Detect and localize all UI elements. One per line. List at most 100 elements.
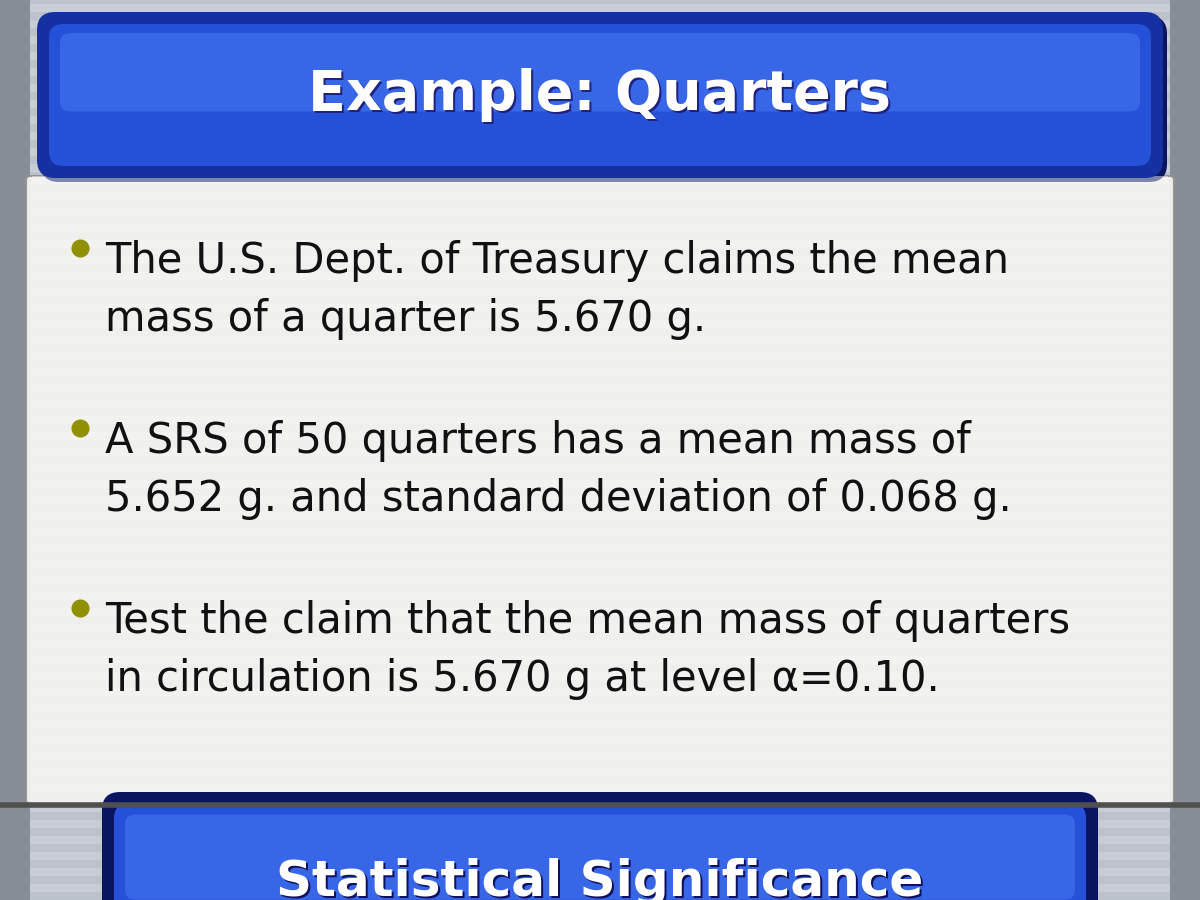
Bar xyxy=(0,188,1200,196)
Bar xyxy=(32,456,1168,464)
Text: Statistical Significance: Statistical Significance xyxy=(278,860,925,900)
Bar xyxy=(0,852,1200,860)
Bar xyxy=(0,636,1200,644)
Bar xyxy=(32,368,1168,376)
FancyBboxPatch shape xyxy=(114,804,1086,900)
Bar xyxy=(0,236,1200,244)
Bar xyxy=(32,464,1168,472)
Bar xyxy=(0,84,1200,92)
Bar xyxy=(32,352,1168,360)
Text: Statistical Significance: Statistical Significance xyxy=(276,859,924,900)
Text: Example: Quarters: Example: Quarters xyxy=(311,70,894,124)
Text: Example: Quarters: Example: Quarters xyxy=(308,68,892,122)
Bar xyxy=(32,296,1168,304)
Bar xyxy=(0,812,1200,820)
Bar xyxy=(0,412,1200,420)
Bar xyxy=(32,488,1168,496)
Bar xyxy=(32,496,1168,504)
Bar xyxy=(0,68,1200,76)
Bar xyxy=(0,116,1200,124)
Bar xyxy=(0,436,1200,444)
Bar xyxy=(0,652,1200,660)
Bar xyxy=(0,676,1200,684)
Text: A SRS of 50 quarters has a mean mass of
5.652 g. and standard deviation of 0.068: A SRS of 50 quarters has a mean mass of … xyxy=(106,420,1012,520)
Bar xyxy=(32,320,1168,328)
Bar xyxy=(32,256,1168,264)
Bar xyxy=(32,184,1168,192)
Bar xyxy=(0,684,1200,692)
Bar xyxy=(32,600,1168,608)
Bar xyxy=(0,524,1200,532)
Bar xyxy=(0,356,1200,364)
Bar xyxy=(0,380,1200,388)
Bar xyxy=(32,784,1168,792)
Bar xyxy=(0,108,1200,116)
Bar xyxy=(32,576,1168,584)
Bar xyxy=(0,260,1200,268)
Bar xyxy=(0,860,1200,868)
Bar xyxy=(0,588,1200,596)
Bar xyxy=(0,540,1200,548)
Bar xyxy=(0,292,1200,300)
Bar xyxy=(32,544,1168,552)
FancyBboxPatch shape xyxy=(37,12,1163,178)
Bar xyxy=(32,584,1168,592)
Bar xyxy=(32,248,1168,256)
Bar xyxy=(0,268,1200,276)
Bar xyxy=(0,876,1200,884)
Bar xyxy=(0,220,1200,228)
Bar xyxy=(0,52,1200,60)
Bar xyxy=(32,616,1168,624)
Bar xyxy=(0,796,1200,804)
Bar xyxy=(32,688,1168,696)
Bar xyxy=(32,208,1168,216)
Bar xyxy=(0,100,1200,108)
Bar xyxy=(32,680,1168,688)
Bar xyxy=(0,532,1200,540)
Bar xyxy=(0,92,1200,100)
Bar xyxy=(0,516,1200,524)
Bar xyxy=(0,284,1200,292)
Bar xyxy=(0,372,1200,380)
Text: Test the claim that the mean mass of quarters
in circulation is 5.670 g at level: Test the claim that the mean mass of qua… xyxy=(106,600,1070,700)
Bar xyxy=(0,396,1200,404)
Bar xyxy=(0,660,1200,668)
Bar xyxy=(0,308,1200,316)
Bar xyxy=(0,252,1200,260)
Bar xyxy=(32,728,1168,736)
FancyBboxPatch shape xyxy=(41,16,1166,182)
Bar xyxy=(0,276,1200,284)
Bar xyxy=(32,264,1168,272)
Bar xyxy=(0,172,1200,180)
Bar xyxy=(0,204,1200,212)
Bar xyxy=(0,156,1200,164)
FancyBboxPatch shape xyxy=(49,24,1151,166)
Bar xyxy=(0,444,1200,452)
Bar xyxy=(0,604,1200,612)
Bar xyxy=(0,820,1200,828)
FancyBboxPatch shape xyxy=(102,792,1098,900)
Bar xyxy=(0,644,1200,652)
Bar xyxy=(32,344,1168,352)
Bar xyxy=(32,360,1168,368)
Bar xyxy=(0,388,1200,396)
Bar xyxy=(32,376,1168,384)
Bar xyxy=(32,504,1168,512)
Bar xyxy=(32,448,1168,456)
Bar xyxy=(32,312,1168,320)
Bar xyxy=(32,528,1168,536)
Bar xyxy=(0,700,1200,708)
Bar xyxy=(32,472,1168,480)
Bar xyxy=(32,744,1168,752)
Bar xyxy=(0,620,1200,628)
Bar xyxy=(32,672,1168,680)
Bar xyxy=(32,328,1168,336)
Bar xyxy=(32,232,1168,240)
Bar xyxy=(0,612,1200,620)
Bar xyxy=(32,712,1168,720)
Bar xyxy=(0,484,1200,492)
Bar xyxy=(0,404,1200,412)
Bar xyxy=(0,300,1200,308)
Bar xyxy=(0,772,1200,780)
Bar xyxy=(32,272,1168,280)
